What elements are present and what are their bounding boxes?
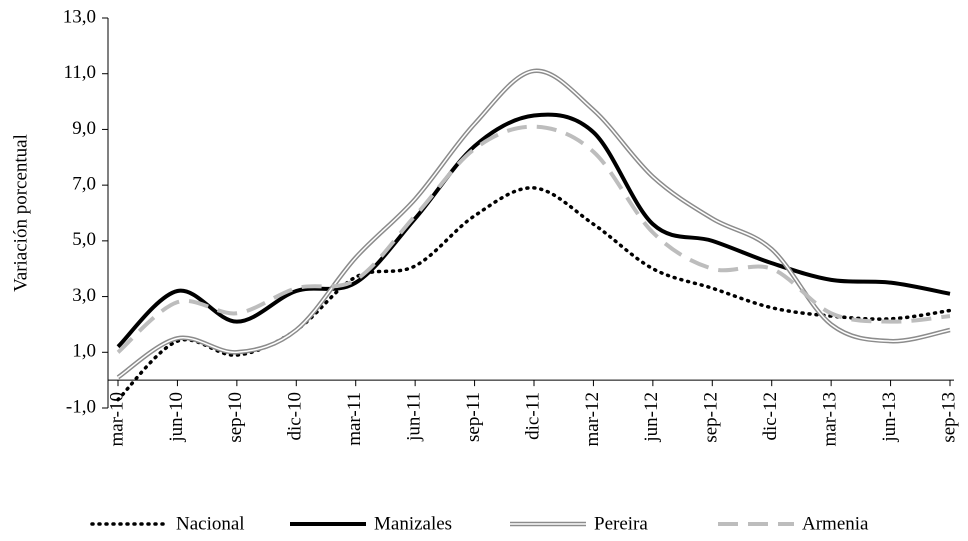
x-tick-label: jun-13 [879, 392, 900, 443]
x-tick-label: jun-11 [404, 392, 425, 442]
x-tick-label: dic-11 [522, 392, 543, 440]
y-tick-label: 3,0 [72, 285, 96, 306]
legend-label: Manizales [374, 513, 452, 534]
series-line [116, 124, 951, 354]
x-tick-label: dic-10 [285, 392, 306, 441]
y-tick-label: 1,0 [72, 341, 96, 362]
x-tick-label: sep-12 [701, 392, 722, 443]
x-tick-label: mar-13 [820, 392, 841, 447]
x-tick-label: jun-12 [641, 392, 662, 443]
legend-label: Nacional [176, 513, 245, 534]
y-tick-label: 13,0 [63, 6, 96, 27]
x-tick-label: mar-11 [344, 392, 365, 446]
series-line [116, 186, 952, 402]
x-tick-label: sep-13 [938, 392, 959, 443]
x-tick-label: jun-10 [166, 392, 187, 443]
x-tick-label: sep-11 [463, 392, 484, 442]
y-tick-label: 5,0 [72, 229, 96, 250]
y-tick-label: 7,0 [72, 174, 96, 195]
x-tick-label: mar-10 [106, 392, 127, 447]
y-tick-label: 9,0 [72, 118, 96, 139]
y-tick-label: -1,0 [66, 396, 96, 417]
y-axis-label: Variación porcentual [10, 134, 31, 292]
x-tick-label: dic-12 [760, 392, 781, 441]
x-tick-label: sep-10 [225, 392, 246, 443]
x-tick-label: mar-12 [582, 392, 603, 447]
legend-label: Armenia [802, 513, 869, 534]
y-tick-label: 11,0 [63, 62, 96, 83]
series-line [116, 112, 951, 349]
legend-label: Pereira [594, 513, 648, 534]
